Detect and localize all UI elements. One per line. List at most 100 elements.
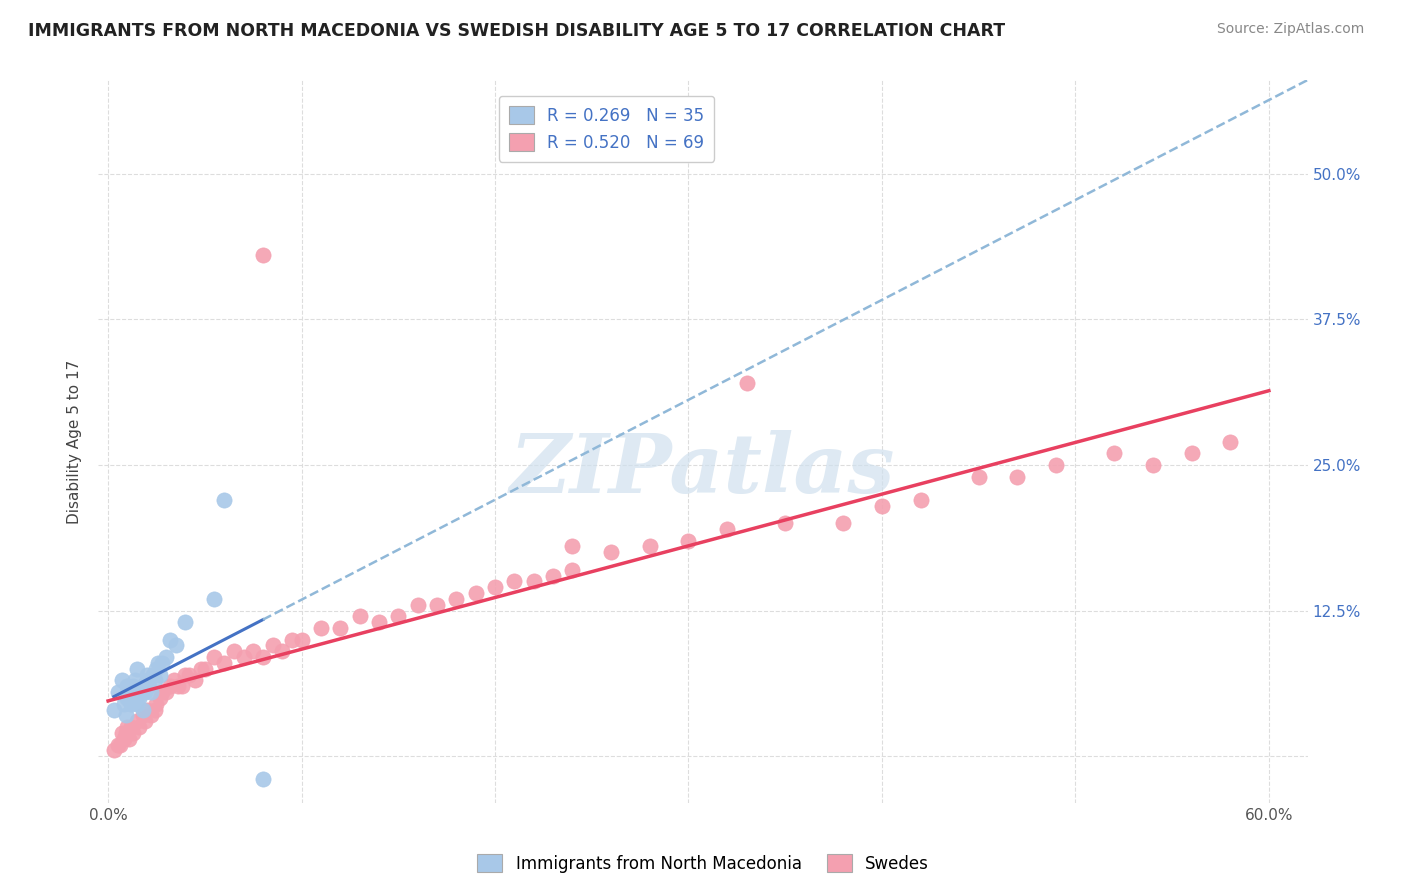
Point	[349, 609, 371, 624]
Point	[149, 667, 172, 681]
Point	[716, 522, 738, 536]
Point	[135, 673, 157, 688]
Point	[159, 679, 181, 693]
Point	[149, 690, 172, 705]
Text: IMMIGRANTS FROM NORTH MACEDONIA VS SWEDISH DISABILITY AGE 5 TO 17 CORRELATION CH: IMMIGRANTS FROM NORTH MACEDONIA VS SWEDI…	[28, 22, 1005, 40]
Point	[163, 673, 186, 688]
Point	[870, 499, 893, 513]
Point	[561, 563, 583, 577]
Point	[190, 662, 212, 676]
Point	[139, 685, 162, 699]
Point	[107, 738, 129, 752]
Point	[132, 702, 155, 716]
Point	[638, 540, 661, 554]
Point	[832, 516, 855, 530]
Point	[138, 679, 160, 693]
Point	[127, 662, 149, 676]
Point	[406, 598, 429, 612]
Point	[159, 632, 181, 647]
Point	[139, 708, 162, 723]
Point	[150, 656, 173, 670]
Point	[329, 621, 352, 635]
Point	[174, 615, 197, 630]
Point	[271, 644, 294, 658]
Point	[174, 667, 197, 681]
Point	[103, 743, 125, 757]
Point	[120, 697, 142, 711]
Point	[1007, 469, 1029, 483]
Y-axis label: Disability Age 5 to 17: Disability Age 5 to 17	[67, 359, 83, 524]
Point	[120, 720, 142, 734]
Point	[112, 697, 135, 711]
Point	[179, 667, 201, 681]
Point	[143, 673, 166, 688]
Point	[118, 685, 141, 699]
Point	[122, 726, 145, 740]
Point	[134, 714, 156, 729]
Point	[112, 731, 135, 746]
Point	[503, 574, 526, 589]
Point	[967, 469, 990, 483]
Point	[446, 591, 468, 606]
Point	[773, 516, 796, 530]
Point	[541, 568, 564, 582]
Point	[132, 708, 155, 723]
Point	[1219, 434, 1241, 449]
Point	[155, 650, 177, 665]
Point	[145, 697, 167, 711]
Point	[387, 609, 409, 624]
Point	[135, 667, 157, 681]
Point	[281, 632, 304, 647]
Point	[204, 650, 226, 665]
Text: Source: ZipAtlas.com: Source: ZipAtlas.com	[1216, 22, 1364, 37]
Point	[165, 639, 187, 653]
Point	[368, 615, 391, 630]
Point	[134, 685, 156, 699]
Point	[222, 644, 245, 658]
Point	[484, 580, 506, 594]
Point	[148, 656, 170, 670]
Point	[309, 621, 332, 635]
Point	[561, 540, 583, 554]
Point	[132, 679, 155, 693]
Point	[103, 702, 125, 716]
Point	[122, 679, 145, 693]
Point	[600, 545, 623, 559]
Point	[1180, 446, 1202, 460]
Point	[117, 690, 139, 705]
Point	[194, 662, 217, 676]
Point	[143, 702, 166, 716]
Point	[735, 376, 758, 391]
Point	[155, 685, 177, 699]
Point	[114, 708, 136, 723]
Point	[212, 492, 235, 507]
Point	[678, 533, 700, 548]
Point	[150, 685, 173, 699]
Point	[464, 586, 486, 600]
Point	[166, 679, 188, 693]
Point	[242, 644, 264, 658]
Text: ZIPatlas: ZIPatlas	[510, 431, 896, 510]
Point	[426, 598, 449, 612]
Point	[114, 726, 136, 740]
Point	[252, 650, 274, 665]
Legend: R = 0.269   N = 35, R = 0.520   N = 69: R = 0.269 N = 35, R = 0.520 N = 69	[499, 95, 714, 161]
Point	[127, 697, 149, 711]
Point	[128, 720, 150, 734]
Point	[145, 662, 167, 676]
Point	[117, 720, 139, 734]
Point	[212, 656, 235, 670]
Point	[1142, 458, 1164, 472]
Point	[910, 492, 932, 507]
Point	[1045, 458, 1067, 472]
Point	[111, 726, 134, 740]
Point	[523, 574, 546, 589]
Point	[142, 667, 165, 681]
Point	[124, 673, 146, 688]
Point	[262, 639, 284, 653]
Point	[108, 738, 131, 752]
Point	[204, 591, 226, 606]
Point	[129, 685, 152, 699]
Point	[107, 685, 129, 699]
Point	[111, 673, 134, 688]
